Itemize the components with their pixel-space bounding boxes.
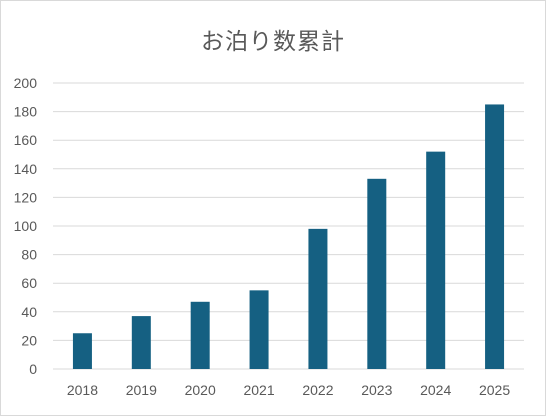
x-tick-label: 2018 <box>67 382 98 398</box>
gridlines <box>53 82 524 370</box>
x-tick-label: 2023 <box>361 382 392 398</box>
bar-2021 <box>249 290 269 369</box>
y-tick-label: 180 <box>14 104 38 120</box>
y-tick-label: 100 <box>14 218 38 234</box>
y-axis-ticks: 0 20 40 60 80 100 120 140 160 180 200 <box>14 75 38 377</box>
y-tick-label: 200 <box>14 75 38 91</box>
y-tick-label: 140 <box>14 161 38 177</box>
y-tick-label: 40 <box>21 304 37 320</box>
y-tick-label: 0 <box>29 361 37 377</box>
bar-2025 <box>485 104 505 369</box>
y-tick-label: 80 <box>21 247 37 263</box>
bar-2022 <box>308 228 328 369</box>
bar-2020 <box>190 301 210 369</box>
x-tick-label: 2020 <box>185 382 216 398</box>
bar-2024 <box>426 151 446 369</box>
y-tick-label: 20 <box>21 332 37 348</box>
x-tick-label: 2024 <box>420 382 451 398</box>
x-tick-label: 2025 <box>479 382 510 398</box>
chart-title: お泊り数累計 <box>201 29 345 55</box>
bar-2023 <box>367 178 387 369</box>
x-tick-label: 2022 <box>302 382 333 398</box>
bar-2018 <box>72 333 92 369</box>
x-tick-label: 2021 <box>243 382 274 398</box>
bars <box>72 104 505 369</box>
bar-2019 <box>131 316 151 369</box>
y-tick-label: 120 <box>14 189 38 205</box>
x-axis-ticks: 2018 2019 2020 2021 2022 2023 2024 2025 <box>67 382 510 398</box>
y-tick-label: 60 <box>21 275 37 291</box>
x-tick-label: 2019 <box>126 382 157 398</box>
y-tick-label: 160 <box>14 132 38 148</box>
